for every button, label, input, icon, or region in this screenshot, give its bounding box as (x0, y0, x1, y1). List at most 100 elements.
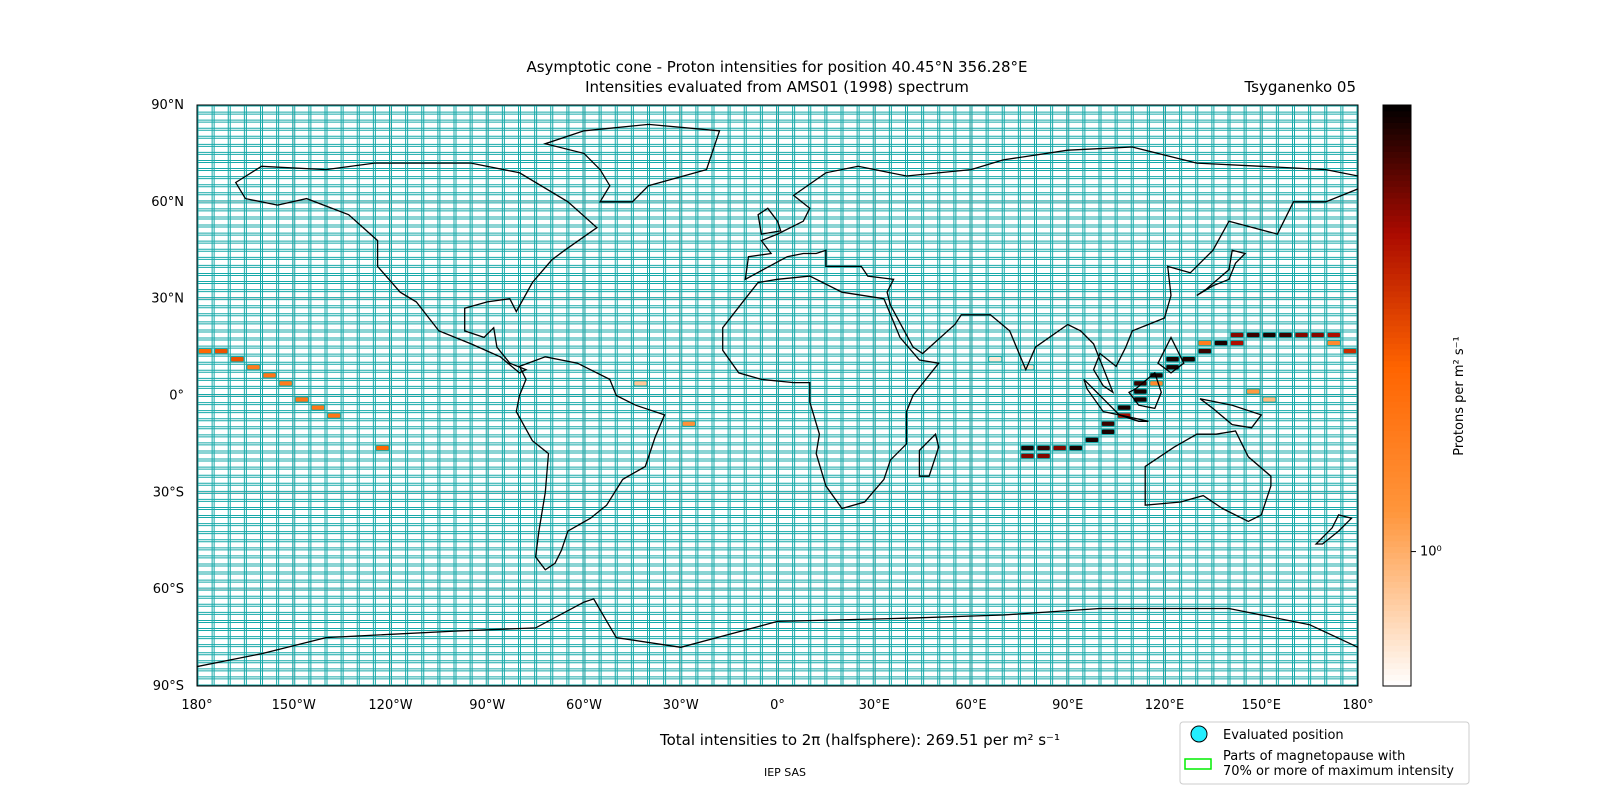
x-tick-label: 150°E (1241, 698, 1281, 713)
map-frame (196, 104, 1359, 687)
colorbar-step (1383, 523, 1411, 530)
legend-marker (1190, 725, 1208, 743)
intensity-cell (375, 445, 390, 451)
x-tick-label: 150°W (272, 698, 316, 713)
colorbar-step (1383, 192, 1411, 199)
intensity-cell (278, 380, 293, 387)
legend-label: Parts of magnetopause with (1223, 749, 1405, 764)
footer: IEP SAS (764, 766, 806, 779)
colorbar-step (1383, 505, 1411, 513)
coastline (1196, 249, 1247, 296)
colorbar-step (1383, 139, 1411, 147)
colorbar-step (1383, 552, 1411, 559)
intensity-cell (1101, 428, 1116, 435)
colorbar-step (1383, 656, 1411, 664)
intensity-cell (1310, 332, 1325, 338)
colorbar-step (1383, 546, 1411, 553)
coastline (1128, 371, 1162, 410)
x-tick-label: 90°E (1052, 698, 1083, 713)
coastline (515, 356, 666, 571)
colorbar-step (1383, 285, 1411, 292)
colorbar-step (1383, 261, 1411, 269)
colorbar-step (1383, 256, 1411, 263)
colorbar-step (1383, 581, 1411, 588)
intensity-cell (1197, 340, 1212, 346)
coastline (744, 146, 1358, 395)
x-tick-label: 180° (181, 698, 212, 713)
colorbar-label: Protons per m² s⁻¹ (1452, 336, 1467, 455)
colorbar-step (1383, 651, 1411, 658)
x-tick-label: 60°E (955, 698, 986, 713)
colorbar-step (1383, 319, 1411, 327)
intensity-cell (1262, 396, 1277, 403)
colorbar-step (1383, 412, 1411, 420)
coastline (542, 123, 721, 203)
intensity-cell (230, 356, 245, 363)
colorbar-step (1383, 197, 1411, 205)
colorbar-step (1383, 575, 1411, 582)
colorbar-step (1383, 494, 1411, 501)
intensity-cell (1020, 445, 1035, 451)
chart-title: Asymptotic cone - Proton intensities for… (526, 58, 1027, 76)
coastline (234, 162, 598, 374)
colorbar-step (1383, 290, 1411, 298)
y-tick-label: 0° (169, 389, 184, 404)
intensity-cell (310, 404, 325, 411)
intensity-cell (1294, 332, 1309, 338)
y-tick-label: 90°N (151, 98, 184, 113)
intensity-cell (1165, 356, 1180, 363)
colorbar-step (1383, 563, 1411, 571)
coastline (722, 275, 940, 510)
colorbar-step (1383, 349, 1411, 356)
colorbar-step (1383, 163, 1411, 170)
x-tick-label: 30°W (663, 698, 699, 713)
colorbar-step (1383, 215, 1411, 222)
colorbar-step (1383, 209, 1411, 216)
intensity-cell (1133, 388, 1148, 395)
colorbar-step (1383, 314, 1411, 321)
intensity-cell (1326, 332, 1341, 338)
colorbar-step (1383, 308, 1411, 315)
legend-label: 70% or more of maximum intensity (1223, 764, 1454, 779)
legend-marker (1184, 758, 1212, 770)
x-tick-label: 60°W (566, 698, 602, 713)
colorbar-step (1383, 250, 1411, 257)
intensity-cell (1020, 453, 1035, 459)
colorbar-step (1383, 482, 1411, 489)
intensity-cell (262, 372, 277, 379)
colorbar-step (1383, 517, 1411, 524)
intensity-cell (1052, 445, 1067, 451)
colorbar-step (1383, 558, 1411, 565)
legend-label: Evaluated position (1223, 728, 1344, 743)
intensity-cell (1230, 332, 1245, 338)
coastline (1199, 398, 1263, 429)
intensity-cell (294, 396, 309, 403)
colorbar-step (1383, 354, 1411, 362)
y-tick-label: 60°S (153, 582, 184, 597)
intensity-cell (1213, 340, 1228, 346)
coastlines (197, 123, 1358, 686)
colorbar-step (1383, 534, 1411, 542)
colorbar-step (1383, 471, 1411, 478)
coastline (1157, 335, 1185, 374)
colorbar-step (1383, 616, 1411, 623)
colorbar-step (1383, 633, 1411, 641)
colorbar-step (1383, 395, 1411, 402)
legend: Evaluated position Parts of magnetopause … (1179, 721, 1470, 785)
colorbar-step (1383, 447, 1411, 455)
intensity-cell (1262, 332, 1277, 338)
colorbar-step (1383, 151, 1411, 158)
colorbar-step (1383, 343, 1411, 350)
intensity-cell (1278, 332, 1293, 338)
colorbar-step (1383, 674, 1411, 681)
colorbar-step (1383, 430, 1411, 437)
colorbar-step (1383, 227, 1411, 234)
colorbar-step (1383, 500, 1411, 507)
colorbar-step (1383, 668, 1411, 675)
colorbar-step (1383, 598, 1411, 606)
intensity-cell (1036, 453, 1051, 459)
colorbar-step (1383, 465, 1411, 472)
colorbar-step (1383, 610, 1411, 617)
colorbar-step (1383, 436, 1411, 443)
